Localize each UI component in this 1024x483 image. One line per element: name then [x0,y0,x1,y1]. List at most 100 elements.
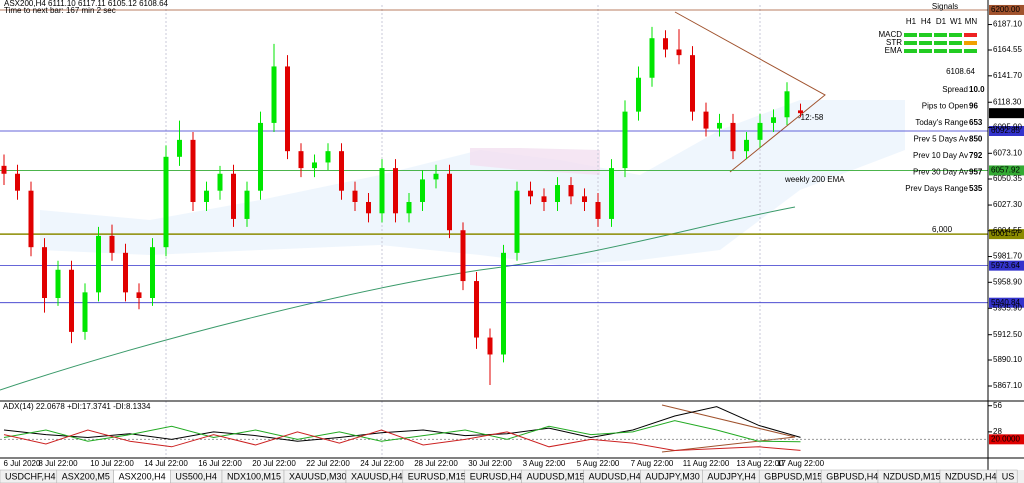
separators [165,5,761,458]
signal-block [949,49,962,53]
x-tick-label: 6 Jul 2020 [4,459,41,468]
x-tick-label: 3 Aug 22:00 [523,459,566,468]
signal-block [934,49,947,53]
level-tag-label: 6092.85 [991,126,1020,135]
x-tick-label: 16 Jul 22:00 [198,459,242,468]
signal-row: MACD [878,30,902,39]
stat-label: Prev Days Range [905,184,968,193]
stat-value: 653 [969,118,983,127]
candle-body [555,185,560,202]
tab-label[interactable]: XAUUSD,H4 [351,471,403,481]
x-tick-label: 7 Aug 22:00 [631,459,674,468]
candle-body [204,190,209,202]
tab-label[interactable]: ASX200,M5 [62,471,110,481]
signal-block [964,49,977,53]
stat-label: Spread [942,85,968,94]
price-tag [989,108,1024,119]
tab-label[interactable]: US [1002,471,1015,481]
stat-label: Prev 30 Day Av [913,168,968,177]
candle-body [649,38,655,78]
y-tick-label: 5912.50 [993,330,1022,339]
candle-body [487,337,493,355]
level-tag [989,4,1024,15]
y-tick-label: 6095.90 [993,123,1022,132]
signal-block [919,49,932,53]
indicator-line [3,420,801,443]
candle-body [136,292,142,299]
tab-label[interactable]: US500,H4 [175,471,217,481]
adx-triangle-drawing [661,404,796,453]
triangle-drawing [674,11,826,173]
x-tick-label: 24 Jul 22:00 [360,459,404,468]
current-price: 6108.64 [946,67,975,76]
indicator-line [3,406,801,442]
stat-label: Prev 10 Day Av [913,151,968,160]
candle-body [298,151,304,169]
x-tick-label: 5 Aug 22:00 [577,459,620,468]
y-tick-label: 6027.30 [993,200,1022,209]
candle-body [163,156,169,248]
signal-block [949,41,962,45]
candle-body [150,247,155,299]
x-tick-label: 13 Aug 22:00 [736,459,784,468]
tab-label[interactable]: NZDUSD,H4 [945,471,997,481]
tab-label[interactable]: GBPUSD,M15 [764,471,822,481]
candle-body [798,110,803,114]
indicator-level-label: 20.0000 [991,434,1020,443]
x-tick-label: 28 Jul 22:00 [414,459,458,468]
tab-label[interactable]: ASX200,H4 [119,471,166,481]
signal-block [964,33,977,37]
candle-body [595,201,601,219]
tab-label[interactable]: XAUUSD,M30 [289,471,347,481]
candle-body [217,173,223,191]
signal-column: MN [965,17,978,26]
stat-value: 10.0 [969,85,985,94]
round-number-label: 6,000 [932,225,953,234]
level-tag-label: 5940.84 [991,298,1020,307]
candle-body [447,173,452,231]
y-tick-label: 5981.70 [993,252,1022,261]
tab-label[interactable]: NDX100,M15 [227,471,281,481]
candle-body [352,190,358,202]
signal-block [919,33,932,37]
level-tag-label: 6001.57 [991,229,1020,238]
candle-body [109,235,115,253]
tab-label[interactable]: AUDUSD,M15 [527,471,585,481]
x-tick-label: 10 Jul 22:00 [90,459,134,468]
level-tag [989,126,1024,137]
signal-row: STR [886,38,902,47]
tab-label[interactable]: USDCHF,H4 [5,471,56,481]
stat-value: 792 [969,151,983,160]
signal-block [904,49,917,53]
ema-label: weekly 200 EMA [784,175,845,184]
candle-body [784,91,790,118]
y-tick-label: 5935.90 [993,303,1022,312]
candle-body [744,139,749,152]
candle-body [339,151,344,191]
tab-label[interactable]: AUDUSD,H4 [589,471,641,481]
level-tag [989,260,1024,271]
candle-body [82,292,88,332]
tab-label[interactable]: EURUSD,H4 [470,471,522,481]
stat-value: 535 [969,184,983,193]
x-tick-label: 8 Jul 22:00 [38,459,78,468]
tab-label[interactable]: GBPUSD,H4 [826,471,878,481]
tabs: USDCHF,H4 ASX200,M5 ASX200,H4 US500,H4 NDX10… [0,469,1018,483]
y-tick-label: 6004.55 [993,226,1022,235]
candle-body [69,269,74,332]
tab-label[interactable]: EURUSD,M15 [408,471,466,481]
candle-body [406,201,412,214]
candle-body [379,168,385,214]
tab-label[interactable]: AUDJPY,H4 [707,471,755,481]
signal-block [949,33,962,37]
tab[interactable] [996,469,1018,483]
candle-body [271,66,277,123]
candle-body [177,139,182,157]
price-tag-label: 6108.64 [991,108,1020,117]
y-tick-label: 5867.10 [993,381,1022,390]
signal-block [904,41,917,45]
tab-label[interactable]: NZDUSD,M15 [883,471,941,481]
tab-label[interactable]: AUDJPY,M30 [645,471,699,481]
